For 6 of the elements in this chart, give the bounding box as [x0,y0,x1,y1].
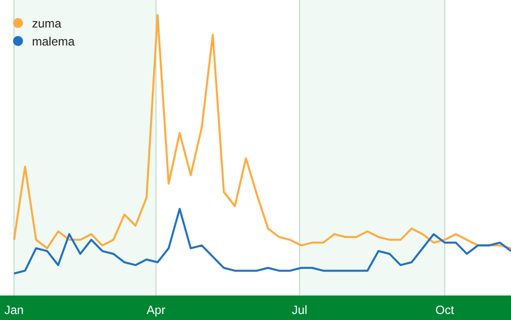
x-tick-label: Jan [4,303,24,317]
legend-label: malema [32,34,76,48]
x-tick-label: Oct [435,303,455,317]
x-tick-label: Jul [292,303,308,317]
legend-label: zuma [32,16,62,30]
x-tick-label: Apr [146,303,166,317]
